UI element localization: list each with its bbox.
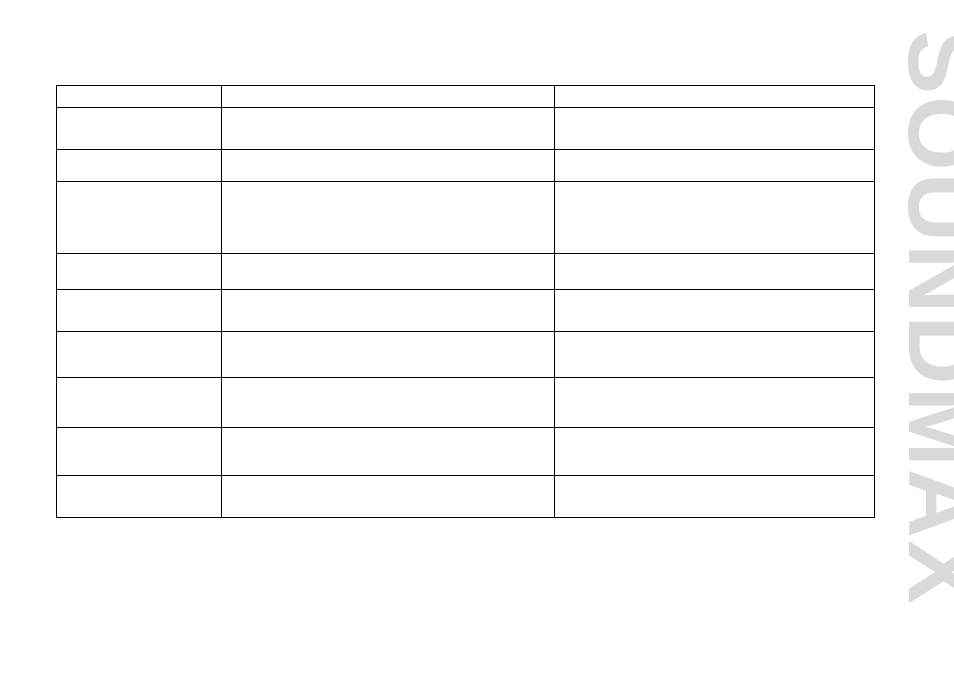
table-cell	[57, 332, 222, 378]
table-cell	[555, 182, 875, 254]
table-cell	[555, 378, 875, 428]
table-row	[57, 378, 875, 428]
table-row	[57, 254, 875, 290]
table-row	[57, 332, 875, 378]
table-row	[57, 290, 875, 332]
table-cell	[222, 290, 555, 332]
table-cell	[222, 254, 555, 290]
table-row	[57, 150, 875, 182]
table-cell	[222, 428, 555, 476]
table-cell	[555, 428, 875, 476]
table-row	[57, 86, 875, 108]
table-cell	[222, 476, 555, 518]
table-cell	[222, 332, 555, 378]
table-cell	[57, 150, 222, 182]
table-cell	[222, 182, 555, 254]
table-cell	[57, 254, 222, 290]
watermark-text: SOUNDMAX	[888, 30, 954, 606]
table-row	[57, 182, 875, 254]
table-row	[57, 428, 875, 476]
table-cell	[57, 182, 222, 254]
table-cell	[555, 86, 875, 108]
table-cell	[57, 476, 222, 518]
table-row	[57, 476, 875, 518]
spec-table	[56, 85, 875, 518]
table-cell	[57, 428, 222, 476]
table-cell	[57, 378, 222, 428]
table-cell	[555, 476, 875, 518]
table-cell	[222, 108, 555, 150]
table-cell	[555, 254, 875, 290]
table-cell	[57, 290, 222, 332]
table-cell	[555, 150, 875, 182]
spec-table-container	[56, 85, 874, 518]
table-cell	[57, 86, 222, 108]
table-cell	[57, 108, 222, 150]
table-row	[57, 108, 875, 150]
table-cell	[222, 150, 555, 182]
table-cell	[555, 332, 875, 378]
table-cell	[222, 378, 555, 428]
table-cell	[222, 86, 555, 108]
table-cell	[555, 108, 875, 150]
watermark-soundmax: SOUNDMAX	[864, 20, 954, 660]
table-cell	[555, 290, 875, 332]
